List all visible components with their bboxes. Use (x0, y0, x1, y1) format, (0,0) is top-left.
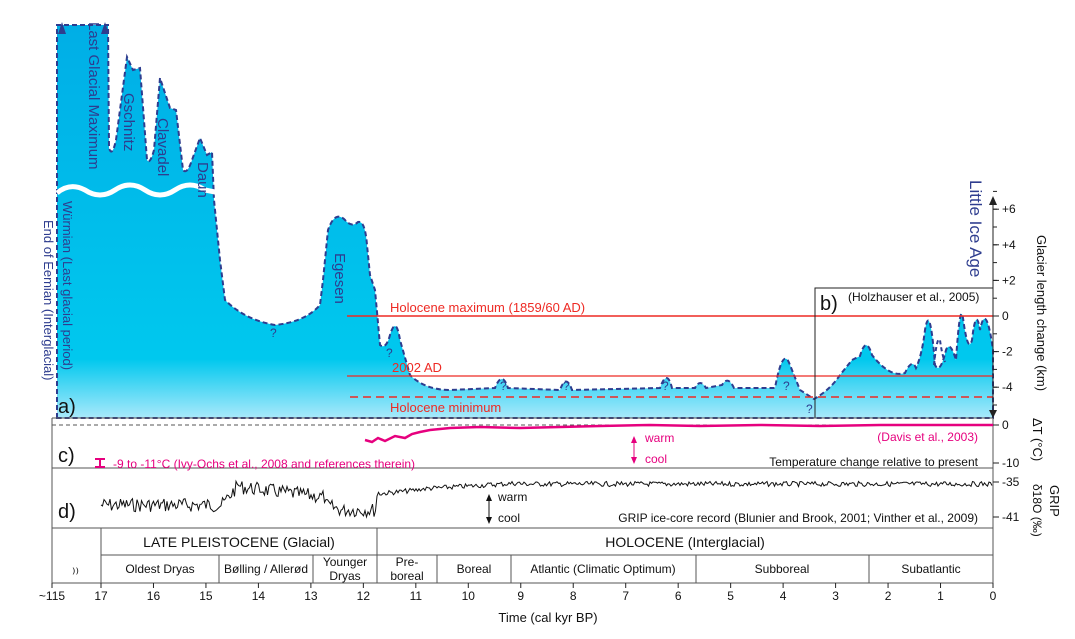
x-tick-label: ~115 (39, 589, 65, 603)
holzhauser-label: (Holzhauser et al., 2005) (848, 290, 979, 304)
arrow-up-icon (486, 494, 492, 501)
x-tick-label: 2 (885, 589, 892, 603)
x-tick-label: 3 (832, 589, 839, 603)
error-bar-icon (95, 458, 105, 468)
q-mark: ? (662, 379, 669, 393)
arrow-down-icon (631, 457, 637, 464)
ad2002-label: 2002 AD (392, 360, 442, 375)
x-tick-label: 12 (357, 589, 371, 603)
y-tick-label: 0 (1002, 418, 1009, 432)
period-holocene: HOLOCENE (Interglacial) (605, 534, 765, 550)
q-mark: ? (500, 379, 507, 393)
arrow-up-icon (631, 436, 637, 443)
arrow-down-icon (486, 517, 492, 524)
temp-cool: cool (645, 452, 667, 466)
grip-caption: GRIP ice-core record (Blunier and Brook,… (618, 511, 978, 525)
q-mark: ? (563, 379, 570, 393)
temp-axis-title: ΔT (°C) (1030, 418, 1045, 461)
x-tick-label: 4 (780, 589, 787, 603)
grip-axis-title: GRIP (1047, 485, 1062, 517)
x-tick-label: 15 (199, 589, 213, 603)
y-tick-label: 0 (1002, 309, 1009, 323)
grip-axis-title-2: δ18O (‰) (1030, 484, 1044, 537)
lia-dashed-advance (933, 338, 946, 366)
temp-caption: Temperature change relative to present (769, 455, 978, 469)
holocene-max-label: Holocene maximum (1859/60 AD) (390, 300, 585, 315)
axis-arrow-up-icon (989, 196, 997, 205)
grip-d18o-curve (100, 479, 993, 519)
x-tick-label: 13 (304, 589, 318, 603)
zone-oldest-dryas: Oldest Dryas (125, 562, 194, 576)
ivy-ochs-label: -9 to -11°C (Ivy-Ochs et al., 2008 and r… (113, 457, 415, 471)
y-tick-label: -4 (1002, 380, 1013, 394)
zone-subatlantic: Subatlantic (901, 562, 960, 576)
glacier-extent-area (56, 24, 994, 419)
zone-atlantic: Atlantic (Climatic Optimum) (530, 562, 675, 576)
label-egesen: Egesen (331, 253, 348, 304)
axis-arrow-down-icon (989, 410, 997, 418)
panel-d-label: d) (58, 501, 76, 523)
zone-bolling-allerod: Bølling / Allerød (224, 562, 308, 576)
label-wurmian: Würmian (Last glacial period) (60, 201, 75, 370)
q-mark: ? (783, 379, 790, 393)
period-pleistocene: LATE PLEISTOCENE (Glacial) (143, 534, 335, 550)
panel-frames (51, 417, 994, 584)
y-tick-label: -35 (1002, 475, 1020, 489)
panel-b-label: b) (820, 293, 838, 315)
x-tick-label: 16 (147, 589, 161, 603)
x-tick-label: 8 (570, 589, 577, 603)
y-tick-label: +6 (1002, 202, 1016, 216)
x-tick-label: 5 (727, 589, 734, 603)
x-tick-label: 6 (675, 589, 682, 603)
q-mark: ? (806, 402, 813, 416)
label-daun: Daun (194, 162, 211, 198)
x-tick-label: 17 (94, 589, 108, 603)
x-tick-label: 9 (517, 589, 524, 603)
davis-temperature-curve (364, 423, 993, 444)
davis-label: (Davis et al., 2003) (877, 430, 978, 444)
zone-preboreal: Pre- (396, 555, 419, 569)
x-axis-title: Time (cal kyr BP) (498, 610, 597, 625)
zone-younger-dryas: Younger (323, 555, 367, 569)
label-lgm: Last Glacial Maximum (85, 22, 102, 170)
x-tick-label: 14 (252, 589, 266, 603)
label-eemian: End of Eemian (Interglacial) (41, 220, 56, 380)
panel-c-label: c) (58, 445, 75, 467)
panel-a-label: a) (58, 396, 76, 418)
x-tick-label: 1 (937, 589, 944, 603)
grip-warm: warm (497, 490, 527, 504)
arrow-up-icon (101, 22, 109, 34)
glacier-axis-title: Glacier length change (km) (1034, 235, 1049, 391)
axis-break-wave (55, 182, 221, 198)
holocene-min-label: Holocene minimum (390, 400, 501, 415)
zone-younger-dryas-2: Dryas (329, 569, 360, 583)
label-lia: Little Ice Age (966, 180, 985, 277)
x-tick-label: 0 (990, 589, 997, 603)
arrow-up-icon (58, 22, 66, 34)
y-tick-label: +4 (1002, 238, 1016, 252)
zone-subboreal: Subboreal (755, 562, 810, 576)
x-tick-label: 7 (622, 589, 629, 603)
x-tick-label: 10 (462, 589, 476, 603)
q-mark: ? (386, 346, 393, 360)
y-tick-label: +2 (1002, 273, 1016, 287)
q-mark: ? (270, 326, 277, 340)
x-axis-break-icon: ⁾⁾ (72, 565, 79, 581)
y-tick-label: -10 (1002, 456, 1020, 470)
grip-cool: cool (498, 511, 520, 525)
zone-boreal: Boreal (457, 562, 492, 576)
label-gschnitz: Gschnitz (120, 93, 137, 151)
label-clavadel: Clavadel (154, 118, 171, 176)
y-tick-label: -2 (1002, 345, 1013, 359)
zone-preboreal-2: boreal (390, 569, 423, 583)
y-tick-label: -41 (1002, 510, 1020, 524)
x-tick-label: 11 (410, 589, 423, 603)
temp-warm: warm (644, 431, 674, 445)
